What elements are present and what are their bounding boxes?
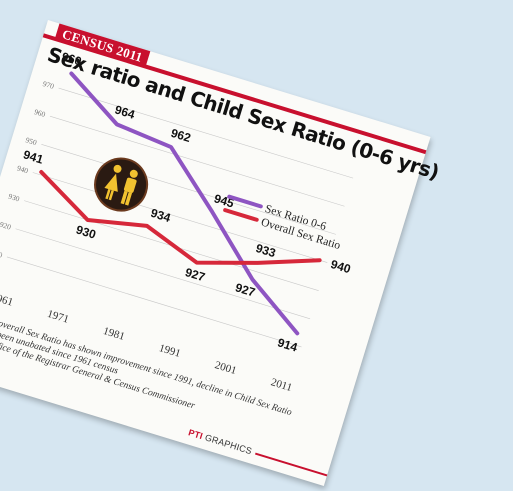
data-label: 945 bbox=[212, 191, 236, 210]
x-tick-label: 1981 bbox=[102, 325, 127, 343]
gridline bbox=[15, 228, 311, 320]
gridline bbox=[41, 144, 336, 235]
male-body bbox=[123, 177, 137, 193]
male-head bbox=[129, 169, 138, 178]
gridline bbox=[32, 172, 328, 263]
gridline bbox=[49, 115, 345, 207]
data-label: 941 bbox=[22, 147, 46, 166]
x-tick-label: 2001 bbox=[213, 359, 238, 377]
male-leg bbox=[124, 192, 133, 206]
female-body bbox=[104, 173, 118, 192]
footer-rule bbox=[255, 452, 328, 477]
x-tick-label: 1991 bbox=[157, 342, 182, 360]
y-tick-label: 950 bbox=[24, 135, 38, 147]
y-tick-label: 960 bbox=[33, 107, 47, 119]
y-tick-label: 910 bbox=[0, 248, 4, 260]
data-label: 940 bbox=[329, 257, 353, 276]
data-label: 960 bbox=[60, 49, 84, 68]
footer-brand: PTI bbox=[187, 427, 205, 442]
data-label: 930 bbox=[74, 222, 98, 241]
data-label: 933 bbox=[254, 241, 278, 260]
x-tick-label: 2011 bbox=[269, 376, 293, 394]
x-tick-label: 1961 bbox=[0, 291, 14, 309]
y-tick-label: 920 bbox=[0, 220, 12, 232]
footer-credit: PTI GRAPHICS bbox=[187, 427, 253, 456]
data-label: 964 bbox=[113, 103, 137, 122]
infographic-card: CENSUS 2011 Sex ratio and Child Sex Rati… bbox=[0, 20, 442, 486]
data-label: 927 bbox=[184, 265, 208, 284]
data-label: 927 bbox=[234, 280, 258, 299]
y-tick-label: 970 bbox=[42, 79, 56, 91]
male-leg bbox=[120, 190, 128, 205]
y-tick-label: 940 bbox=[16, 163, 30, 175]
series-line bbox=[39, 170, 322, 265]
gridline bbox=[58, 87, 354, 179]
gridline bbox=[6, 256, 302, 348]
legend-swatch bbox=[223, 208, 259, 222]
line-chart: 910 920 930 940 950 960 970 1961 1971 1981 1991 200… bbox=[0, 49, 354, 394]
series-line bbox=[69, 71, 300, 336]
female-head bbox=[113, 164, 122, 173]
footer-label: GRAPHICS bbox=[203, 432, 254, 457]
data-label: 934 bbox=[149, 206, 173, 225]
y-tick-label: 930 bbox=[7, 192, 21, 204]
female-leg bbox=[108, 190, 114, 201]
data-label: 914 bbox=[276, 335, 300, 354]
data-label: 962 bbox=[169, 126, 193, 145]
female-leg bbox=[105, 188, 111, 200]
x-tick-label: 1971 bbox=[46, 308, 71, 326]
legend-swatch bbox=[227, 194, 263, 209]
